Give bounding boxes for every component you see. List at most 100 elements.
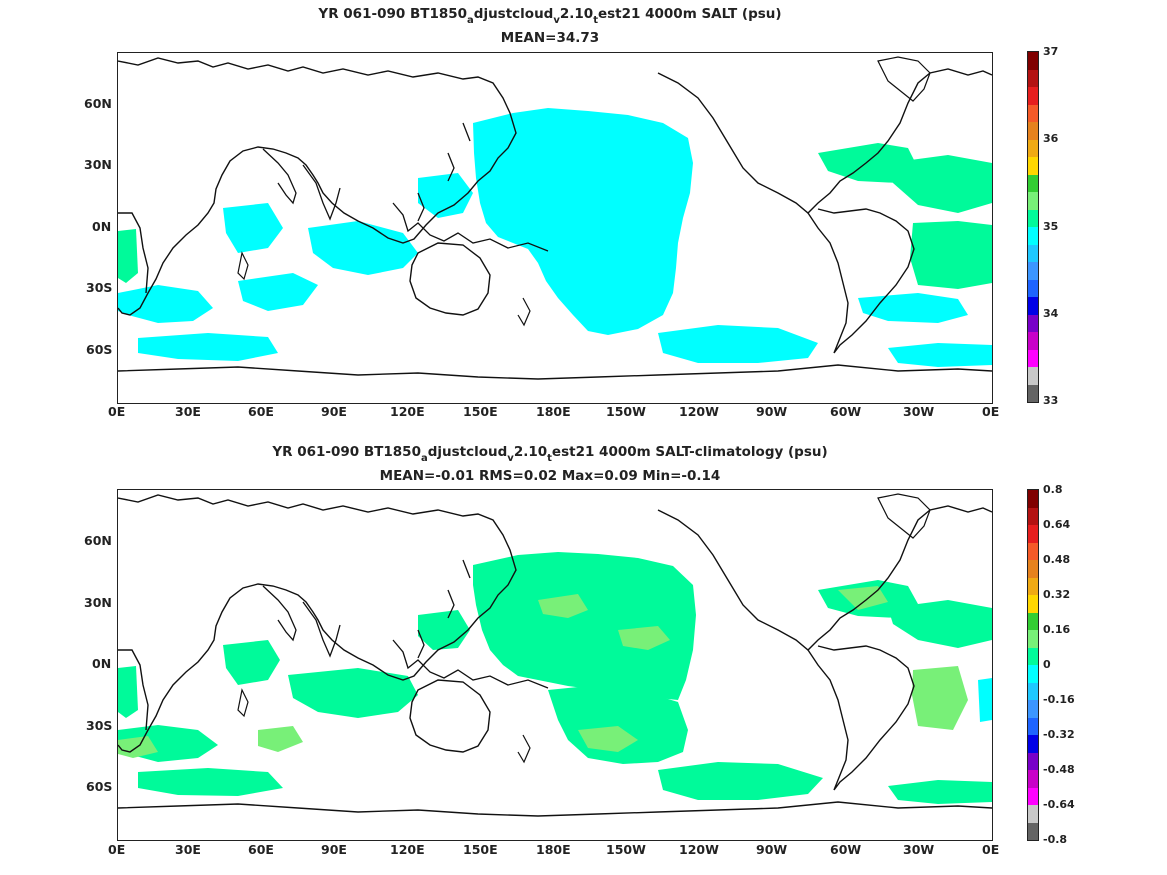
colorbar-swatch <box>1028 752 1038 770</box>
p1-lat-30s: 30S <box>86 280 113 295</box>
colorbar-swatch <box>1028 262 1038 280</box>
colorbar-swatch <box>1028 139 1038 157</box>
p1-lon-label: 90E <box>321 404 347 419</box>
p2-lat-30n: 30N <box>84 595 112 610</box>
p1-lat-0n: 0N <box>92 219 112 234</box>
p1-lon-label: 60E <box>248 404 274 419</box>
colorbar-swatch <box>1028 174 1038 192</box>
p1-lat-60s: 60S <box>86 342 113 357</box>
colorbar-swatch <box>1028 612 1038 630</box>
p1-lon-label: 120E <box>390 404 425 419</box>
p2-lon-label: 0E <box>982 842 1000 857</box>
p1-lon-label: 30E <box>175 404 201 419</box>
colorbar-swatch <box>1028 367 1038 385</box>
p2-cb-label: 0.48 <box>1043 553 1071 566</box>
p2-cb-label: -0.8 <box>1043 833 1068 846</box>
p1-cb-label: 36 <box>1043 132 1059 145</box>
colorbar-swatch <box>1028 104 1038 122</box>
p1-lat-30n: 30N <box>84 157 112 172</box>
p2-cb-label: 0 <box>1043 658 1051 671</box>
colorbar-swatch <box>1028 384 1038 402</box>
p1-lon-label: 60W <box>830 404 862 419</box>
colorbar-swatch <box>1028 87 1038 105</box>
colorbar-swatch <box>1028 542 1038 560</box>
p2-lon-label: 60E <box>248 842 274 857</box>
p2-cb-label: 0.64 <box>1043 518 1071 531</box>
colorbar-swatch <box>1028 630 1038 648</box>
p2-lon-label: 90E <box>321 842 347 857</box>
colorbar-swatch <box>1028 490 1038 508</box>
p1-lon-label: 150E <box>463 404 498 419</box>
p1-cb-label: 33 <box>1043 394 1059 407</box>
p2-lon-label: 120W <box>679 842 719 857</box>
colorbar-swatch <box>1028 52 1038 70</box>
p2-lon-label: 60W <box>830 842 862 857</box>
p1-lat-60n: 60N <box>84 96 112 111</box>
p1-cb-label: 34 <box>1043 307 1059 320</box>
colorbar-swatch <box>1028 700 1038 718</box>
p2-cb-label: 0.32 <box>1043 588 1071 601</box>
colorbar-swatch <box>1028 227 1038 245</box>
p2-cb-label: -0.64 <box>1043 798 1075 811</box>
colorbar-swatch <box>1028 244 1038 262</box>
colorbar-swatch <box>1028 717 1038 735</box>
panel2-map <box>117 489 993 841</box>
p1-lon-label: 0E <box>982 404 1000 419</box>
colorbar-swatch <box>1028 560 1038 578</box>
p2-lon-label: 30E <box>175 842 201 857</box>
p2-lat-0n: 0N <box>92 656 112 671</box>
p2-lon-label: 90W <box>756 842 788 857</box>
colorbar-swatch <box>1028 805 1038 823</box>
p2-cb-label: -0.16 <box>1043 693 1075 706</box>
p1-lon-label: 30W <box>903 404 935 419</box>
panel2-title: YR 061-090 BT1850adjustcloudv2.10test21 … <box>272 444 828 464</box>
p1-lon-label: 150W <box>606 404 646 419</box>
colorbar-swatch <box>1028 770 1038 788</box>
p1-lon-label: 90W <box>756 404 788 419</box>
p2-cb-label: -0.48 <box>1043 763 1075 776</box>
p1-lon-label: 0E <box>108 404 126 419</box>
p2-lat-60n: 60N <box>84 533 112 548</box>
p2-lon-label: 120E <box>390 842 425 857</box>
colorbar-swatch <box>1028 647 1038 665</box>
p1-cb-label: 37 <box>1043 45 1059 58</box>
colorbar-swatch <box>1028 157 1038 175</box>
panel1-title: YR 061-090 BT1850adjustcloudv2.10test21 … <box>318 6 782 26</box>
colorbar-swatch <box>1028 122 1038 140</box>
p2-lon-label: 150E <box>463 842 498 857</box>
colorbar-swatch <box>1028 209 1038 227</box>
colorbar-swatch <box>1028 577 1038 595</box>
panel1-subtitle: MEAN=34.73 <box>500 30 600 46</box>
colorbar-swatch <box>1028 349 1038 367</box>
p1-lon-label: 120W <box>679 404 719 419</box>
colorbar-swatch <box>1028 525 1038 543</box>
panel1-map <box>117 52 993 404</box>
p2-lat-60s: 60S <box>86 779 113 794</box>
p2-lon-label: 0E <box>108 842 126 857</box>
colorbar-swatch <box>1028 682 1038 700</box>
p2-lon-label: 150W <box>606 842 646 857</box>
p1-cb-label: 35 <box>1043 220 1059 233</box>
colorbar-swatch <box>1028 332 1038 350</box>
p2-lon-label: 30W <box>903 842 935 857</box>
colorbar-swatch <box>1028 595 1038 613</box>
p2-colorbar <box>1027 489 1039 841</box>
colorbar-swatch <box>1028 787 1038 805</box>
colorbar-swatch <box>1028 297 1038 315</box>
colorbar-swatch <box>1028 69 1038 87</box>
p2-cb-label: -0.32 <box>1043 728 1075 741</box>
colorbar-swatch <box>1028 665 1038 683</box>
p1-colorbar <box>1027 51 1039 403</box>
p2-cb-label: 0.8 <box>1043 483 1063 496</box>
colorbar-swatch <box>1028 192 1038 210</box>
colorbar-swatch <box>1028 507 1038 525</box>
p2-cb-label: 0.16 <box>1043 623 1071 636</box>
colorbar-swatch <box>1028 822 1038 840</box>
p2-lat-30s: 30S <box>86 718 113 733</box>
p2-lon-label: 180E <box>536 842 571 857</box>
colorbar-swatch <box>1028 314 1038 332</box>
p1-lon-label: 180E <box>536 404 571 419</box>
colorbar-swatch <box>1028 735 1038 753</box>
colorbar-swatch <box>1028 279 1038 297</box>
panel2-subtitle: MEAN=-0.01 RMS=0.02 Max=0.09 Min=-0.14 <box>379 468 721 484</box>
